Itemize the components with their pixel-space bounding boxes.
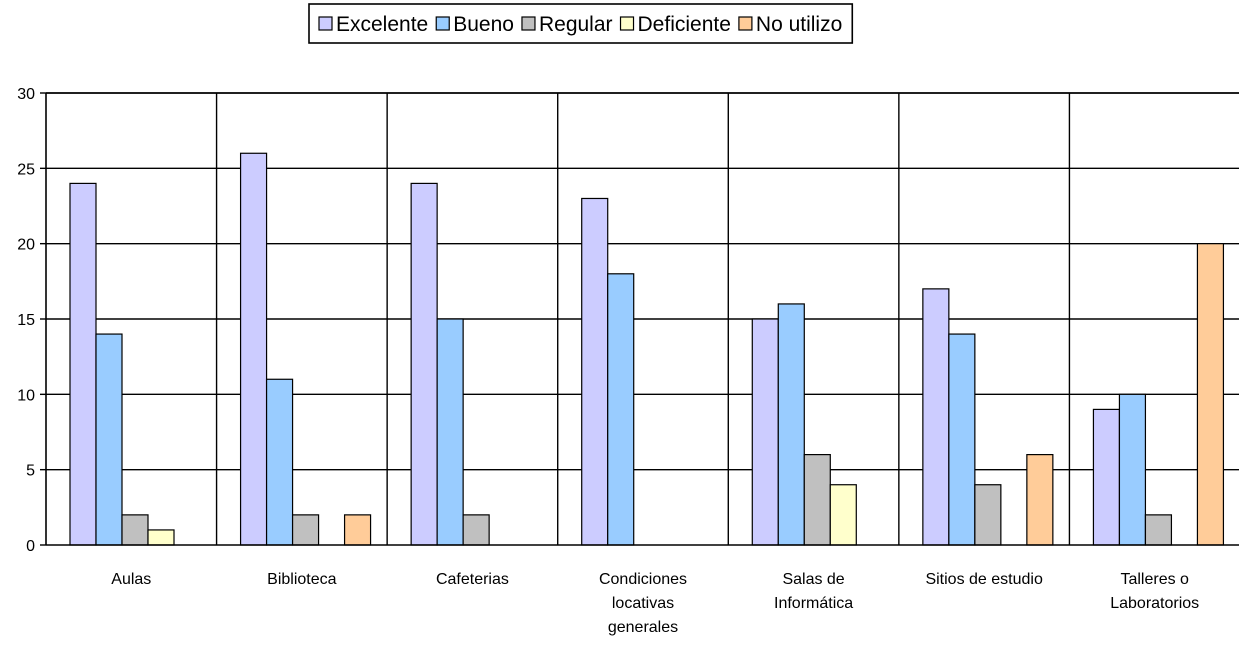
bar-excelente-2	[239, 152, 268, 546]
bar-bueno-3	[436, 318, 464, 546]
bar-bueno-1	[95, 333, 123, 546]
x-category-label: Biblioteca	[267, 571, 336, 588]
y-tick-label: 15	[17, 312, 35, 329]
bar-excelente-3	[410, 182, 438, 546]
legend-box	[308, 3, 854, 44]
legend-swatch-regular	[521, 16, 536, 31]
bar-deficiente-5	[829, 484, 857, 546]
bar-no-utilizo-6	[1026, 454, 1054, 546]
bar-bueno-2	[265, 378, 294, 546]
x-category-label: Aulas	[111, 571, 151, 588]
x-category-label: Salas de Informática	[774, 571, 853, 612]
bar-regular-5	[803, 454, 831, 546]
bar-regular-2	[291, 514, 320, 546]
bar-no-utilizo-7	[1196, 243, 1225, 546]
bar-regular-3	[462, 514, 490, 546]
y-tick-label: 0	[26, 538, 35, 555]
bar-regular-7	[1144, 514, 1173, 546]
legend-swatch-no-utilizo	[738, 16, 753, 31]
y-tick-label: 20	[17, 237, 35, 254]
x-axis-categories: Aulas Biblioteca Cafeterias Condiciones loca…	[111, 571, 1199, 636]
legend-label: Regular	[539, 13, 613, 36]
legend-swatch-bueno	[435, 16, 450, 31]
bar-bueno-7	[1118, 393, 1147, 546]
legend-label: Excelente	[336, 13, 428, 36]
x-category-label: Cafeterias	[436, 571, 509, 588]
x-category-label: Sitios de estudio	[925, 571, 1043, 588]
legend-swatch-deficiente	[619, 16, 635, 31]
bar-excelente-7	[1092, 408, 1121, 546]
legend: Excelente Bueno Regular Deficiente No utiliz…	[308, 3, 854, 44]
bars	[69, 152, 1225, 546]
bar-regular-6	[974, 484, 1002, 546]
axes	[40, 92, 1239, 546]
bar-excelente-4	[581, 197, 609, 546]
bar-excelente-1	[69, 182, 97, 546]
bar-no-utilizo-2	[343, 514, 372, 546]
bar-excelente-6	[922, 288, 950, 546]
y-axis-ticks: 0 5 10 15 20 25 30	[17, 86, 35, 555]
y-tick-label: 5	[26, 463, 35, 480]
legend-swatch-excelente	[318, 16, 333, 31]
bar-excelente-5	[751, 318, 779, 546]
bar-bueno-4	[607, 273, 635, 546]
x-category-label: Condiciones locativas generales	[599, 571, 687, 636]
y-tick-label: 10	[17, 387, 35, 404]
legend-label: No utilizo	[756, 13, 842, 36]
bar-bueno-5	[777, 303, 805, 546]
x-category-label: Talleres o Laboratorios	[1110, 571, 1199, 612]
gridlines	[46, 92, 1239, 545]
legend-label: Bueno	[453, 13, 514, 36]
bar-regular-1	[121, 514, 149, 546]
bar-deficiente-1	[147, 529, 175, 546]
y-tick-label: 30	[17, 86, 35, 103]
bar-bueno-6	[948, 333, 976, 546]
y-tick-label: 25	[17, 161, 35, 178]
legend-label: Deficiente	[638, 13, 731, 36]
